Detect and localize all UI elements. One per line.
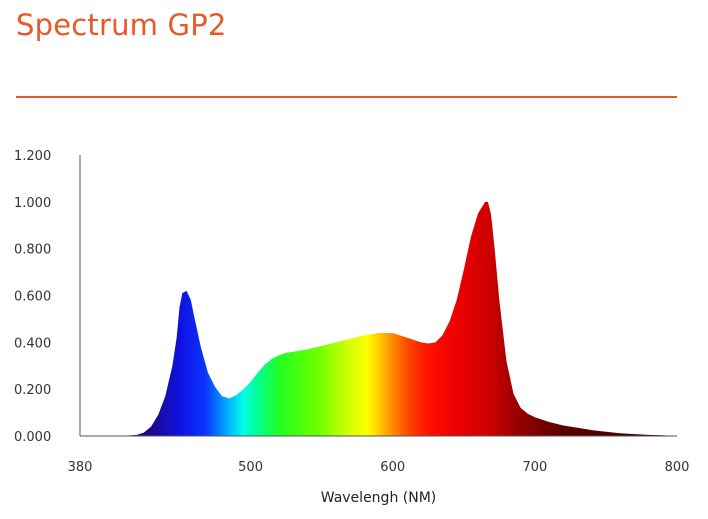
x-axis-title: Wavelengh (NM): [321, 490, 437, 506]
y-tick-label: 1.000: [14, 196, 51, 211]
x-tick-label: 700: [522, 460, 547, 475]
x-tick-label: 600: [380, 460, 405, 475]
y-tick-label: 0.600: [14, 290, 51, 305]
spectrum-area: [80, 201, 677, 436]
y-tick-label: 0.000: [14, 430, 51, 445]
title-divider: [16, 96, 677, 98]
y-tick-label: 0.400: [14, 336, 51, 351]
y-tick-label: 1.200: [14, 149, 51, 164]
x-tick-label: 500: [238, 460, 263, 475]
y-tick-label: 0.200: [14, 383, 51, 398]
x-tick-label: 380: [68, 460, 93, 475]
y-tick-label: 0.800: [14, 243, 51, 258]
x-tick-label: 800: [665, 460, 690, 475]
page-title: Spectrum GP2: [16, 8, 227, 42]
